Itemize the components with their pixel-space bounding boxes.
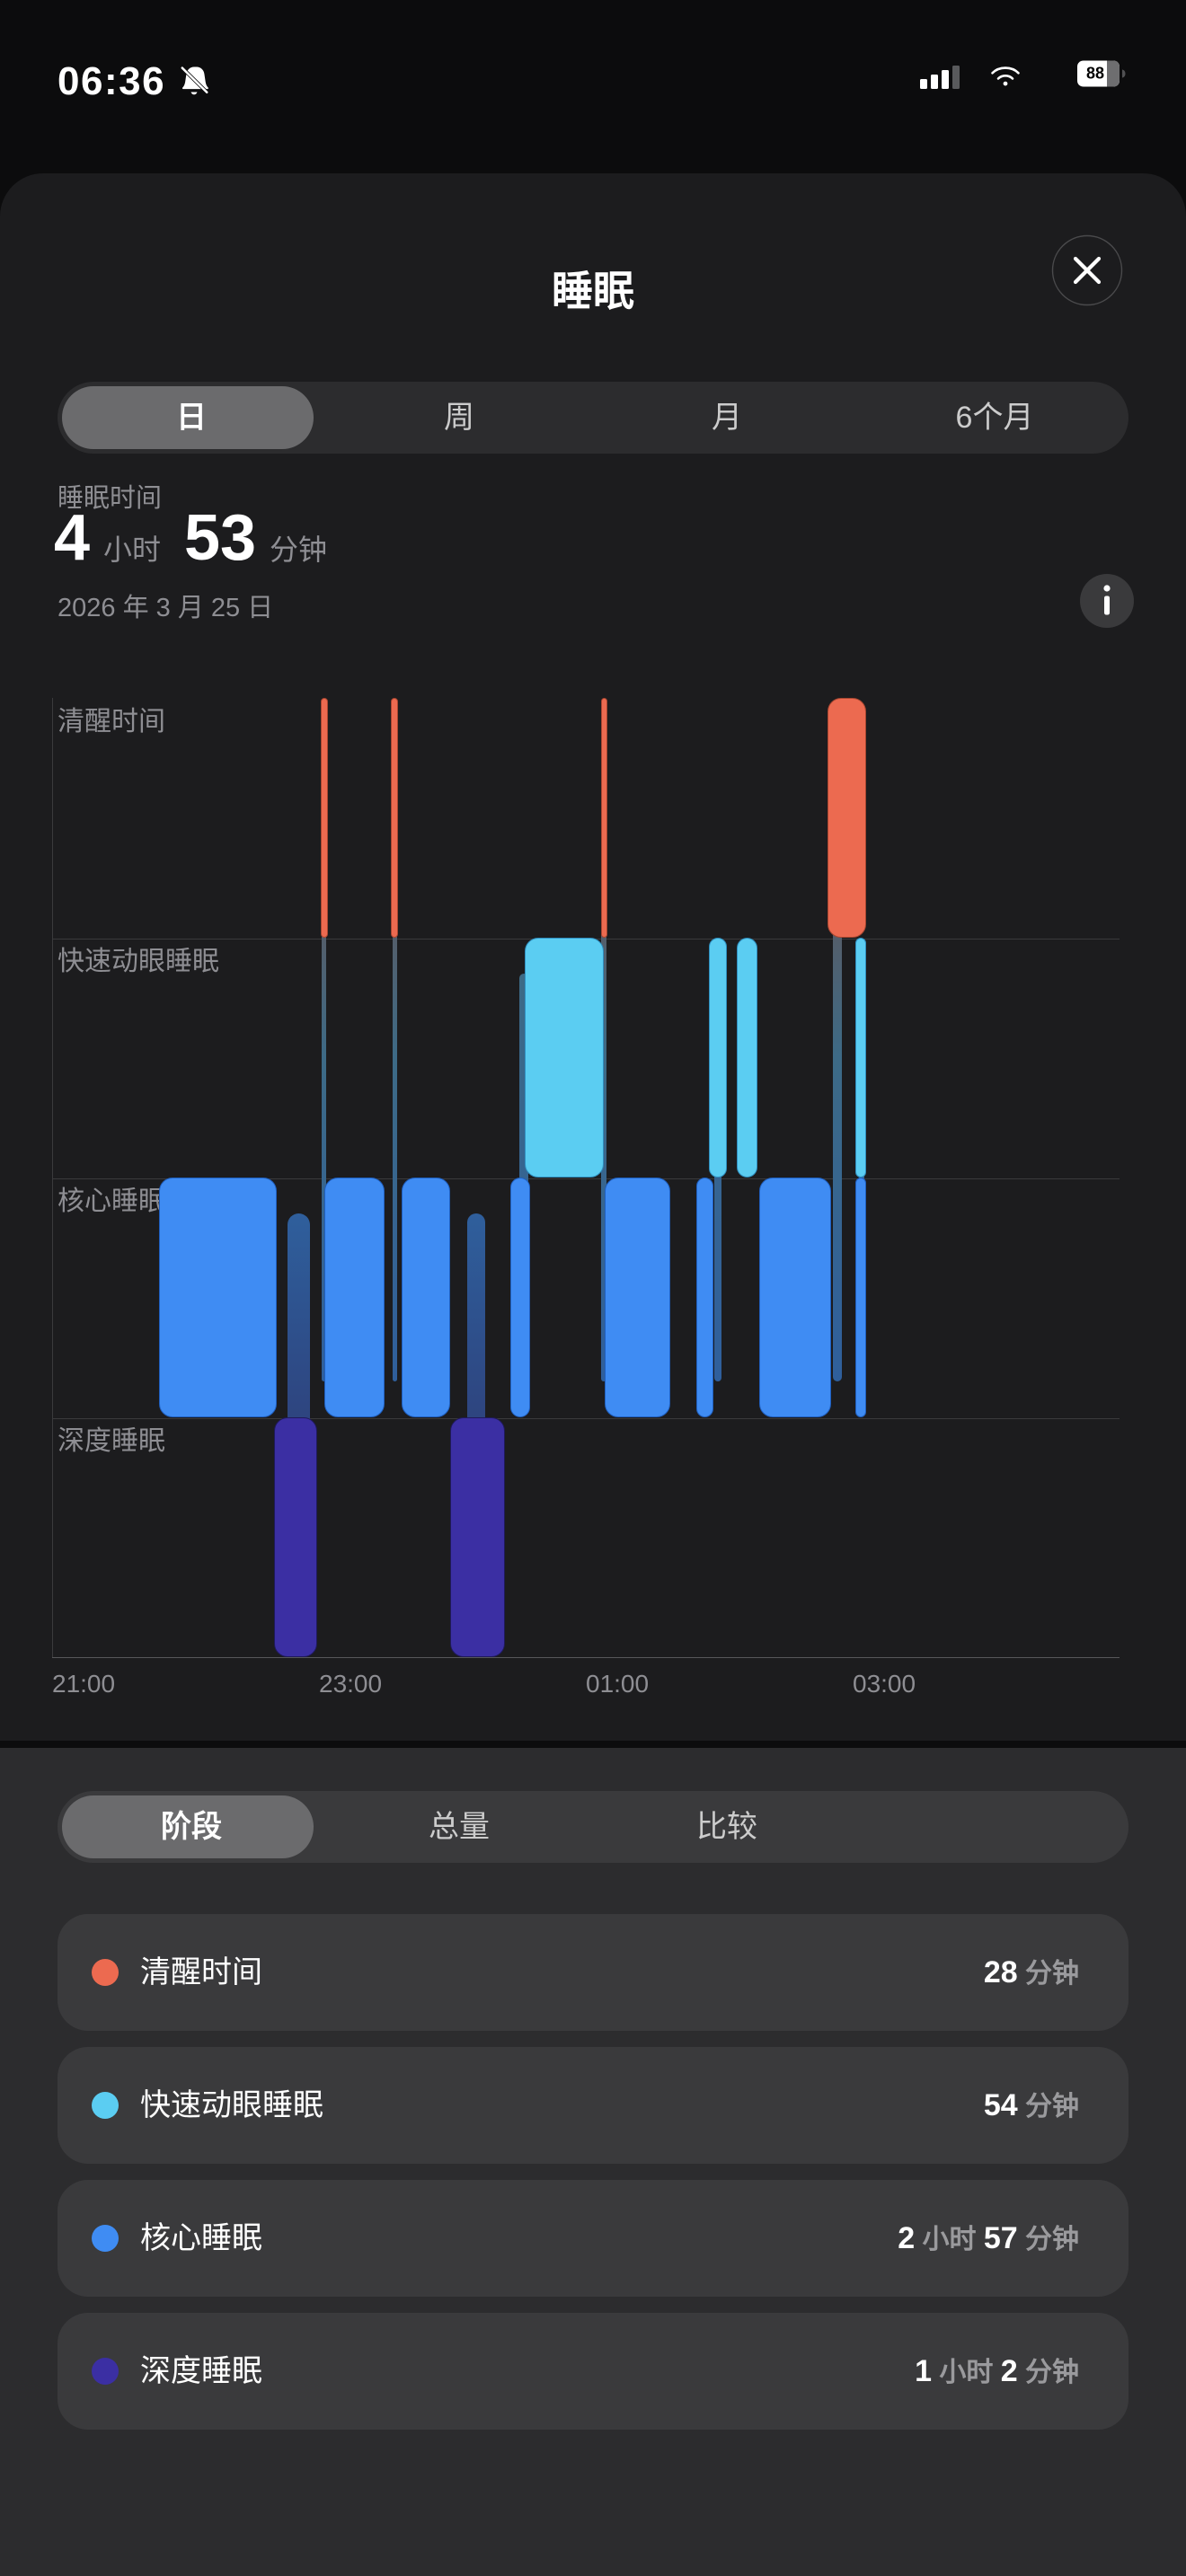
svg-text:88: 88 xyxy=(1086,65,1104,83)
